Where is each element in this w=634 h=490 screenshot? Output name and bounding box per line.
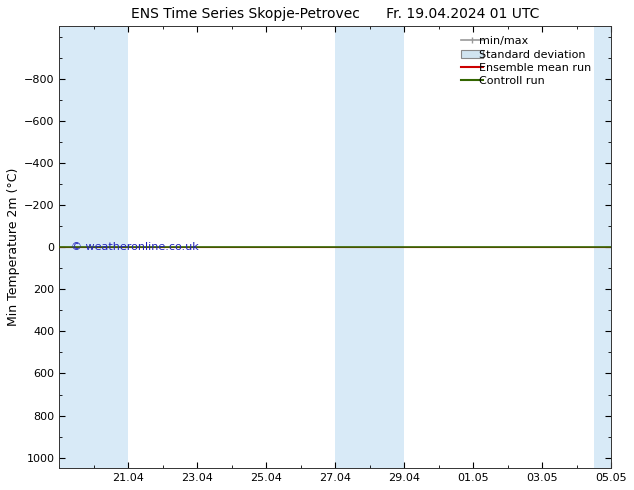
Text: © weatheronline.co.uk: © weatheronline.co.uk [70, 242, 198, 252]
Bar [335, 26, 404, 468]
Bar [594, 26, 611, 468]
Title: ENS Time Series Skopje-Petrovec      Fr. 19.04.2024 01 UTC: ENS Time Series Skopje-Petrovec Fr. 19.0… [131, 7, 540, 21]
Legend: min/max, Standard deviation, Ensemble mean run, Controll run: min/max, Standard deviation, Ensemble me… [456, 32, 605, 91]
Bar [60, 26, 129, 468]
Y-axis label: Min Temperature 2m (°C): Min Temperature 2m (°C) [7, 168, 20, 326]
